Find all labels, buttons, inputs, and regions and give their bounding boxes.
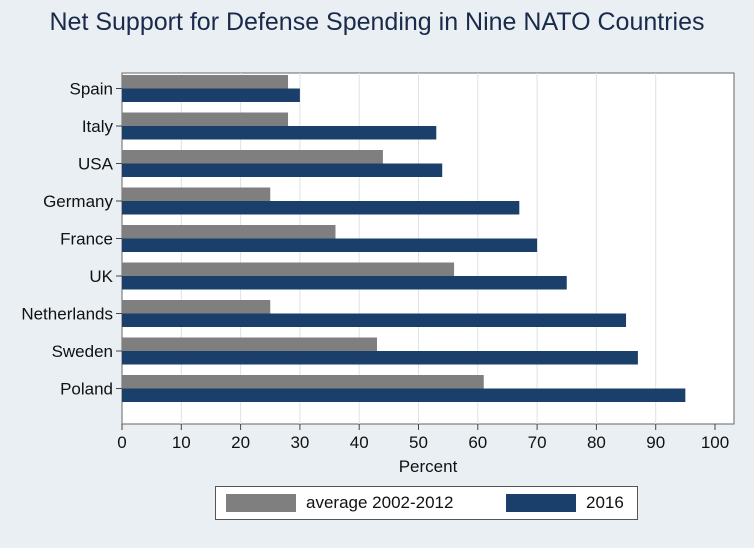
- bar-spain-average: [122, 75, 289, 89]
- bar-italy-2016: [122, 126, 437, 140]
- legend-label-2016: 2016: [586, 493, 624, 512]
- x-tick-label-60: 60: [468, 433, 487, 452]
- legend: average 2002-2012 2016: [215, 486, 638, 520]
- y-tick-label-netherlands: Netherlands: [21, 305, 113, 324]
- x-tick-label-40: 40: [350, 433, 369, 452]
- y-tick-label-poland: Poland: [60, 380, 113, 399]
- x-tick-label-20: 20: [231, 433, 250, 452]
- x-tick-label-0: 0: [117, 433, 126, 452]
- bar-italy-average: [122, 112, 289, 126]
- y-tick-label-spain: Spain: [70, 80, 113, 99]
- legend-swatch-average: [226, 494, 296, 512]
- bar-france-2016: [122, 238, 538, 252]
- bar-usa-2016: [122, 163, 443, 177]
- x-tick-label-70: 70: [528, 433, 547, 452]
- bar-poland-2016: [122, 388, 686, 402]
- x-tick-label-100: 100: [701, 433, 729, 452]
- bar-poland-average: [122, 375, 484, 389]
- bar-usa-average: [122, 150, 383, 164]
- y-tick-label-germany: Germany: [43, 192, 113, 211]
- legend-swatch-2016: [506, 494, 576, 512]
- legend-item-average: average 2002-2012: [226, 493, 453, 513]
- y-tick-label-france: France: [60, 230, 113, 249]
- bar-france-average: [122, 225, 336, 239]
- legend-label-average: average 2002-2012: [306, 493, 454, 512]
- bar-uk-average: [122, 262, 455, 276]
- y-tick-label-italy: Italy: [82, 117, 114, 136]
- bars: [122, 75, 686, 402]
- bar-netherlands-average: [122, 300, 271, 314]
- chart-title: Net Support for Defense Spending in Nine…: [49, 8, 705, 36]
- x-axis-label: Percent: [399, 457, 458, 476]
- bar-germany-2016: [122, 201, 520, 215]
- bar-uk-2016: [122, 276, 567, 290]
- legend-item-2016: 2016: [506, 493, 624, 513]
- bar-sweden-average: [122, 337, 377, 351]
- bar-spain-2016: [122, 88, 300, 102]
- x-tick-label-50: 50: [409, 433, 428, 452]
- x-axis-ticks: 0 10 20 30 40 50 60 70 80 90 100: [117, 424, 729, 452]
- x-tick-label-80: 80: [587, 433, 606, 452]
- y-tick-label-sweden: Sweden: [52, 342, 113, 361]
- x-tick-label-10: 10: [172, 433, 191, 452]
- bar-sweden-2016: [122, 351, 638, 365]
- bar-netherlands-2016: [122, 313, 627, 327]
- bar-germany-average: [122, 187, 271, 201]
- y-tick-label-uk: UK: [89, 267, 113, 286]
- y-tick-label-usa: USA: [78, 155, 114, 174]
- y-axis-ticks: Spain Italy USA Germany France UK Netherlands S…: [21, 80, 122, 399]
- x-tick-label-90: 90: [646, 433, 665, 452]
- x-tick-label-30: 30: [290, 433, 309, 452]
